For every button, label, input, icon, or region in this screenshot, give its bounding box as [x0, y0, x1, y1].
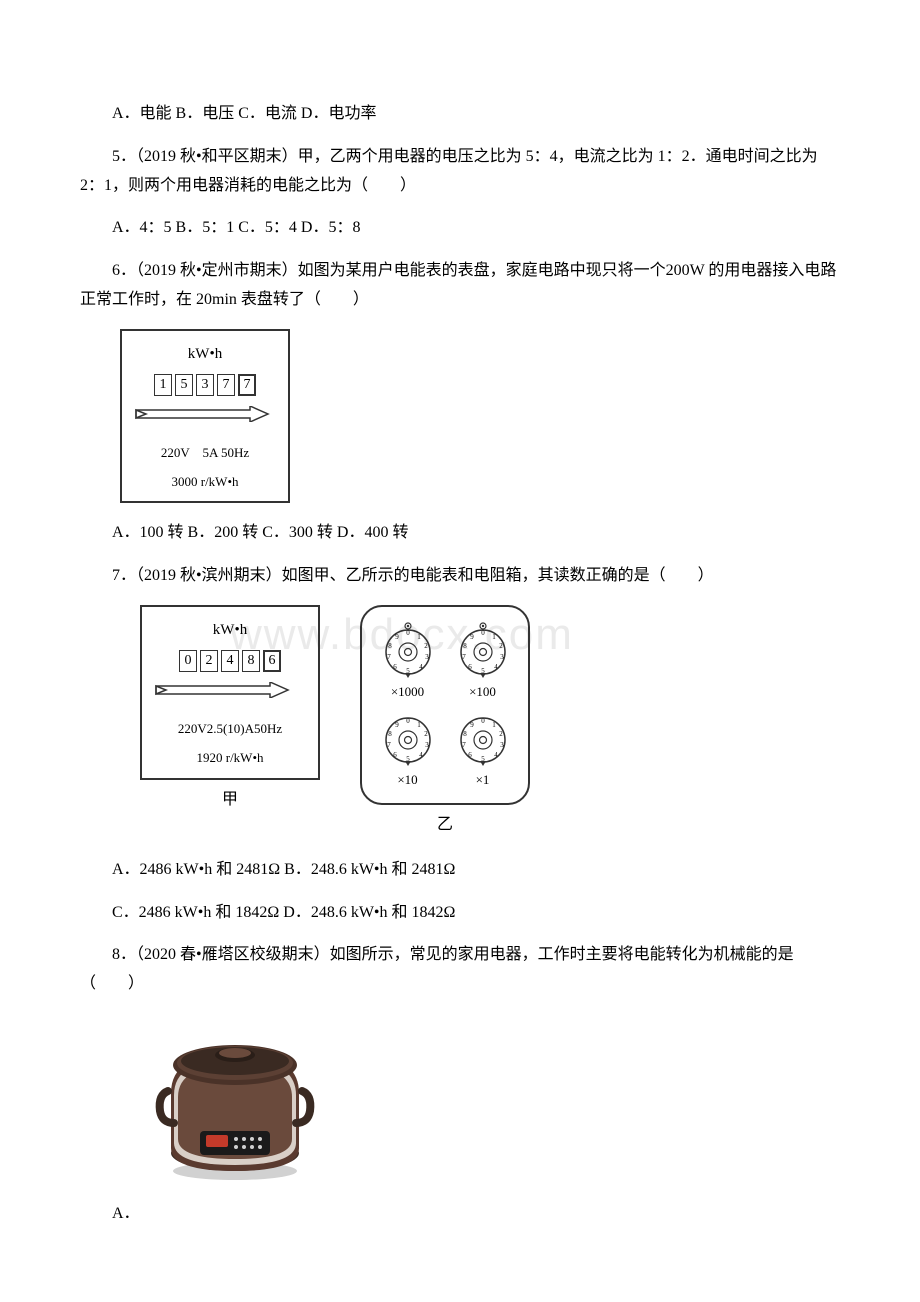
svg-text:7: 7: [387, 741, 391, 749]
svg-text:9: 9: [395, 721, 399, 729]
svg-text:0: 0: [481, 629, 485, 637]
meter-digit: 7: [238, 374, 256, 396]
svg-text:0: 0: [406, 717, 410, 725]
meter-arrow: [130, 402, 280, 435]
meter-digits: 1 5 3 7 7: [154, 374, 256, 396]
q6-options: A．100 转 B．200 转 C．300 转 D．400 转: [80, 519, 840, 548]
q6-stem: 6．（2019 秋•定州市期末）如图为某用户电能表的表盘，家庭电路中现只将一个2…: [80, 257, 840, 315]
multiplier-label: ×1000: [391, 680, 424, 703]
svg-text:4: 4: [419, 751, 423, 759]
svg-text:9: 9: [470, 633, 474, 641]
multiplier-label: ×100: [469, 680, 496, 703]
dial-100: 01 23 45 67 89 ×100: [453, 618, 513, 703]
svg-text:0: 0: [481, 717, 485, 725]
svg-text:2: 2: [499, 730, 503, 738]
dial-10: 01 23 45 67 89 ×10: [378, 706, 438, 791]
svg-text:2: 2: [424, 730, 428, 738]
meter-digit: 4: [221, 650, 239, 672]
dial-1: 01 23 45 67 89 ×1: [453, 706, 513, 791]
q7-right-column: 01 23 45 67 89 ×1000: [360, 605, 530, 840]
svg-text:6: 6: [468, 751, 472, 759]
svg-text:3: 3: [425, 653, 429, 661]
q7-stem: 7．（2019 秋•滨州期末）如图甲、乙所示的电能表和电阻箱，其读数正确的是（ …: [80, 562, 840, 591]
q5-stem: 5．（2019 秋•和平区期末）甲，乙两个用电器的电压之比为 5：4，电流之比为…: [80, 143, 840, 201]
svg-text:2: 2: [499, 642, 503, 650]
meter-spec-line1: 220V2.5(10)A50Hz: [178, 717, 282, 740]
meter-digit: 7: [217, 374, 235, 396]
meter-digit: 2: [200, 650, 218, 672]
svg-text:8: 8: [388, 642, 392, 650]
meter-arrow: [150, 678, 310, 711]
meter-spec-line2: 1920 r/kW•h: [196, 746, 263, 769]
svg-text:3: 3: [500, 741, 504, 749]
meter-digit: 0: [179, 650, 197, 672]
meter-spec-line1: 220V 5A 50Hz: [161, 441, 249, 464]
svg-text:7: 7: [387, 653, 391, 661]
caption-jia: 甲: [222, 786, 238, 815]
meter-unit: kW•h: [213, 617, 247, 644]
resistance-box: 01 23 45 67 89 ×1000: [360, 605, 530, 805]
meter-digit: 5: [175, 374, 193, 396]
dial-1000: 01 23 45 67 89 ×1000: [378, 618, 438, 703]
svg-text:6: 6: [468, 663, 472, 671]
meter-digit: 3: [196, 374, 214, 396]
q8-appliance-figure: [150, 1013, 840, 1194]
energy-meter: kW•h 1 5 3 7 7 220V 5A 50Hz 3000 r/kW•h: [120, 329, 290, 504]
svg-text:9: 9: [470, 721, 474, 729]
svg-text:6: 6: [393, 751, 397, 759]
svg-text:8: 8: [463, 642, 467, 650]
svg-text:1: 1: [417, 633, 421, 641]
caption-yi: 乙: [437, 811, 453, 840]
svg-text:1: 1: [417, 721, 421, 729]
svg-text:8: 8: [463, 730, 467, 738]
q6-meter-figure: kW•h 1 5 3 7 7 220V 5A 50Hz 3000 r/kW•h: [120, 329, 840, 504]
svg-text:7: 7: [462, 741, 466, 749]
q8-option-a: A．: [80, 1200, 840, 1229]
svg-text:4: 4: [494, 751, 498, 759]
svg-text:1: 1: [492, 633, 496, 641]
multiplier-label: ×1: [476, 768, 490, 791]
svg-text:0: 0: [406, 629, 410, 637]
svg-text:4: 4: [494, 663, 498, 671]
energy-meter-jia: kW•h 0 2 4 8 6 220V2.5(10)A50Hz 1920 r/k…: [140, 605, 320, 780]
meter-unit: kW•h: [188, 341, 222, 368]
svg-text:1: 1: [492, 721, 496, 729]
multiplier-label: ×10: [397, 768, 417, 791]
q8-stem: 8．（2020 春•雁塔区校级期末）如图所示，常见的家用电器，工作时主要将电能转…: [80, 941, 840, 999]
q5-options: A．4：5 B．5：1 C．5：4 D．5：8: [80, 214, 840, 243]
svg-text:9: 9: [395, 633, 399, 641]
meter-digit: 1: [154, 374, 172, 396]
meter-spec-line2: 3000 r/kW•h: [171, 470, 238, 493]
svg-text:7: 7: [462, 653, 466, 661]
meter-digit: 8: [242, 650, 260, 672]
svg-text:4: 4: [419, 663, 423, 671]
svg-text:3: 3: [500, 653, 504, 661]
svg-text:6: 6: [393, 663, 397, 671]
meter-digits: 0 2 4 8 6: [179, 650, 281, 672]
q4-options: A．电能 B．电压 C．电流 D．电功率: [80, 100, 840, 129]
q7-options-line1: A．2486 kW•h 和 2481Ω B．248.6 kW•h 和 2481Ω: [80, 856, 840, 885]
meter-digit: 6: [263, 650, 281, 672]
q7-left-column: kW•h 0 2 4 8 6 220V2.5(10)A50Hz 1920 r/k…: [140, 605, 320, 814]
q7-options-line2: C．2486 kW•h 和 1842Ω D．248.6 kW•h 和 1842Ω: [80, 899, 840, 928]
svg-text:3: 3: [425, 741, 429, 749]
svg-text:2: 2: [424, 642, 428, 650]
svg-text:8: 8: [388, 730, 392, 738]
q7-figures: www.bdocx.com kW•h 0 2 4 8 6 220V2.5(: [140, 605, 840, 840]
